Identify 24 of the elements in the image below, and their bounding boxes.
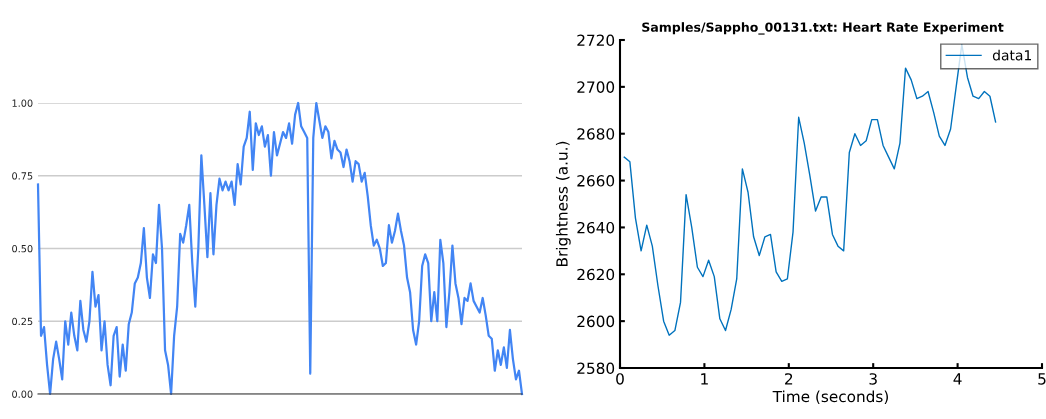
x-tick-label: 1 <box>701 373 708 385</box>
x-tick-label: 3 <box>869 373 877 385</box>
y-tick-label: 2580 <box>577 362 615 375</box>
y-tick-label: 0.00 <box>12 390 33 398</box>
y-tick-label: 2640 <box>577 221 615 234</box>
x-tick-label: 5 <box>1038 373 1046 385</box>
chart-title: Samples/Sappho_00131.txt: Heart Rate Experiment <box>642 22 1004 35</box>
y-tick-label: 0.50 <box>12 244 33 253</box>
y-tick-label: 2680 <box>577 128 615 140</box>
y-tick-label: 2700 <box>577 81 615 93</box>
x-tick-label: 0 <box>616 373 624 385</box>
y-axis-title: Brightness (a.u.) <box>555 141 571 266</box>
y-tick-label: 2620 <box>577 268 615 281</box>
legend-label: data1 <box>992 49 1031 61</box>
y-tick-label: 1.00 <box>12 99 33 107</box>
y-tick-label: 0.25 <box>12 317 33 326</box>
y-tick-label: 2660 <box>577 175 615 187</box>
y-tick-label: 2600 <box>577 315 615 328</box>
x-tick-label: 4 <box>953 373 962 385</box>
x-tick-label: 2 <box>785 373 793 385</box>
y-tick-label: 2720 <box>577 34 615 47</box>
line-series <box>36 101 524 396</box>
y-tick-label: 0.75 <box>12 172 33 180</box>
x-axis-title: Time (seconds) <box>772 390 888 405</box>
